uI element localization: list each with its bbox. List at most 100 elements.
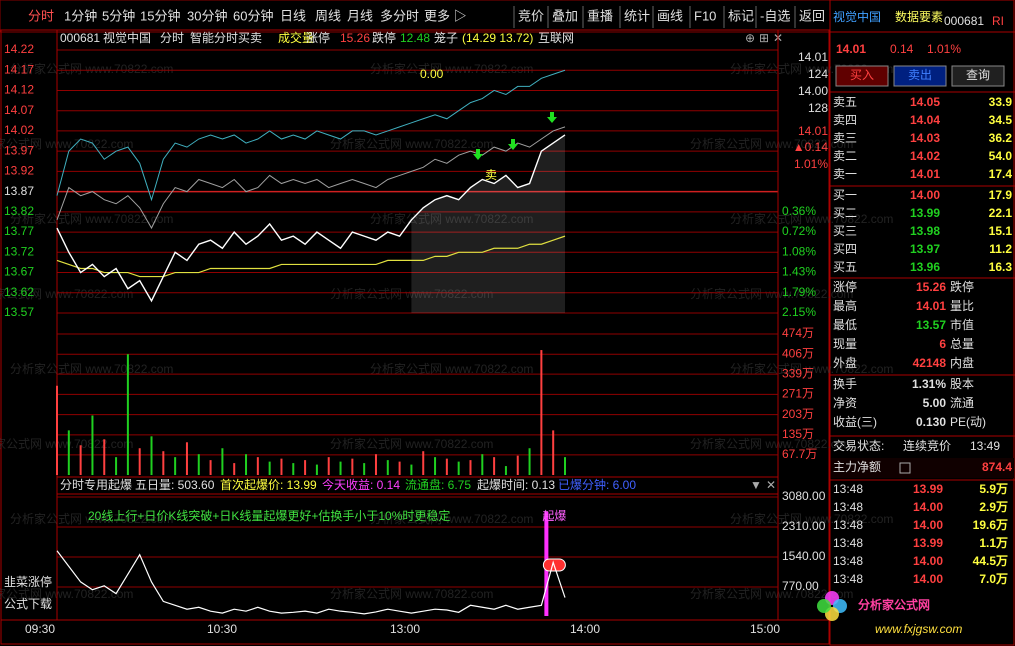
- y-tick-label: 13.97: [4, 143, 34, 157]
- flag: RI: [992, 14, 1004, 28]
- side-change-pct: 1.01%: [927, 42, 961, 56]
- toolbar-tab[interactable]: 月线: [347, 8, 373, 23]
- toolbar-tab[interactable]: 60分钟: [233, 8, 273, 23]
- y-tick-label: 13.92: [4, 164, 34, 178]
- trade-button[interactable]: [893, 65, 947, 87]
- watermark: 分析家公式网 www.70822.com: [0, 286, 133, 301]
- toolbar-button[interactable]: 重播: [587, 8, 613, 23]
- volume-bar: [386, 460, 389, 475]
- book-volume: 36.2: [989, 131, 1013, 145]
- volume-bar: [115, 457, 118, 475]
- toolbar-button[interactable]: 竞价: [518, 8, 544, 23]
- volume-tick-label: 339万: [782, 366, 814, 380]
- watermark: 分析家公式网 www.70822.com: [0, 436, 133, 451]
- volume-bar: [552, 430, 555, 475]
- toolbar-button[interactable]: F10: [694, 8, 716, 23]
- book-volume: 16.3: [989, 260, 1013, 274]
- status: 连续竞价: [903, 438, 951, 453]
- volume-bar: [233, 463, 236, 475]
- volume-bar: [304, 460, 307, 475]
- toolbar-tab[interactable]: 更多 ▷: [424, 8, 467, 23]
- volume-tick-label: 474万: [782, 326, 814, 340]
- volume-bar: [504, 466, 507, 475]
- stat-label: 收益(三): [833, 415, 877, 429]
- volume-tick-label: 135万: [782, 427, 814, 441]
- y-tick-label: 13.72: [4, 244, 34, 258]
- trade-button-label[interactable]: 卖出: [908, 68, 932, 82]
- logo-petal: [817, 599, 831, 613]
- watermark: 分析家公式网 www.70822.com: [330, 136, 493, 151]
- toolbar-tab[interactable]: 30分钟: [187, 8, 227, 23]
- trade-button[interactable]: [835, 65, 889, 87]
- toolbar-button[interactable]: 返回: [799, 8, 825, 23]
- book-volume: 17.4: [989, 167, 1013, 181]
- window-icon[interactable]: ✕: [766, 478, 776, 492]
- chart-tag[interactable]: 智能分时买卖: [190, 30, 262, 45]
- toolbar-button[interactable]: 画线: [657, 8, 683, 23]
- trade-time: 13:48: [833, 500, 863, 514]
- volume-bar: [56, 385, 58, 475]
- window-icon[interactable]: ⊞: [759, 31, 769, 45]
- trade-volume: 7.0万: [979, 572, 1008, 586]
- volume-tick-label: 406万: [782, 346, 814, 360]
- logo-title: 分析家公式网: [858, 597, 930, 612]
- toolbar-tab[interactable]: 周线: [315, 8, 341, 23]
- stat-value: 0.130: [916, 415, 946, 429]
- indicator-header: 起爆时间: 0.13: [477, 478, 555, 492]
- pct-label: 2.15%: [782, 305, 816, 319]
- volume-bar: [268, 461, 271, 475]
- book-volume: 33.9: [989, 95, 1013, 109]
- time-label: 10:30: [207, 622, 237, 636]
- toolbar-tab[interactable]: 15分钟: [140, 8, 180, 23]
- volume-bar: [315, 464, 318, 475]
- volume-bar: [162, 451, 165, 475]
- toolbar-tab[interactable]: 日线: [280, 8, 306, 23]
- watermark: 分析家公式网 www.70822.com: [730, 361, 893, 376]
- volume-tick-label: 203万: [782, 407, 814, 421]
- window-icon[interactable]: ▼: [750, 478, 762, 492]
- trade-price: 14.00: [913, 554, 943, 568]
- toolbar-button[interactable]: 叠加: [552, 8, 578, 23]
- price-shade: [411, 134, 565, 313]
- price-line: [56, 134, 566, 303]
- stat-value: 6: [939, 337, 946, 351]
- chart-frame: [0, 29, 830, 645]
- watermarks: 分析家公式网 www.70822.com 分析家公式网 www.70822.com…: [0, 61, 893, 601]
- indicator-header: 首次起爆价: 13.99: [220, 478, 317, 492]
- toolbar-tab[interactable]: 1分钟: [64, 8, 97, 23]
- volume-bar: [481, 454, 484, 475]
- toolbar-tab[interactable]: 多分时: [380, 8, 419, 23]
- toolbar-tab[interactable]: 分时: [28, 8, 54, 23]
- watermark: 分析家公式网 www.70822.com: [690, 436, 853, 451]
- chart-tag[interactable]: 分时: [160, 31, 184, 45]
- label: 笼子: [434, 30, 458, 45]
- left-link[interactable]: 公式下载: [4, 597, 52, 611]
- trade-button-label[interactable]: 买入: [850, 68, 874, 82]
- volume-bar: [469, 460, 472, 475]
- main-value: 874.4: [982, 460, 1012, 474]
- trade-button[interactable]: [951, 65, 1005, 87]
- side-panel: [829, 0, 1015, 646]
- volume-bar: [209, 460, 212, 475]
- book-volume: 17.9: [989, 188, 1013, 202]
- book-label: 卖三: [833, 131, 857, 145]
- toolbar-button[interactable]: 标记: [728, 8, 754, 23]
- toolbar-button[interactable]: -自选: [760, 8, 790, 23]
- left-link[interactable]: 韭菜涨停: [4, 574, 52, 589]
- book-volume: 22.1: [989, 206, 1013, 220]
- pct-label: 0.72%: [782, 224, 816, 238]
- chart-tag[interactable]: 成交量: [278, 30, 314, 45]
- toolbar-button[interactable]: 统计: [624, 8, 650, 23]
- trade-button-label[interactable]: 查询: [966, 68, 990, 82]
- y-tick-label: 14.07: [4, 103, 34, 117]
- logo-url: www.fxjgsw.com: [875, 622, 962, 636]
- stat-value: 15.26: [916, 280, 946, 294]
- sell-marker: 卖: [485, 168, 497, 182]
- indicator-note: 20线上行+日价K线突破+日K线量起爆更好+估换手小于10%时更稳定: [88, 508, 450, 523]
- stat-value: 5.00: [923, 396, 947, 410]
- toolbar-tab[interactable]: 5分钟: [102, 8, 135, 23]
- window-icon[interactable]: ⊕: [745, 31, 755, 45]
- indicator-header: 已爆分钟: 6.00: [558, 477, 636, 492]
- book-label: 买三: [833, 224, 857, 238]
- book-price: 14.00: [910, 188, 940, 202]
